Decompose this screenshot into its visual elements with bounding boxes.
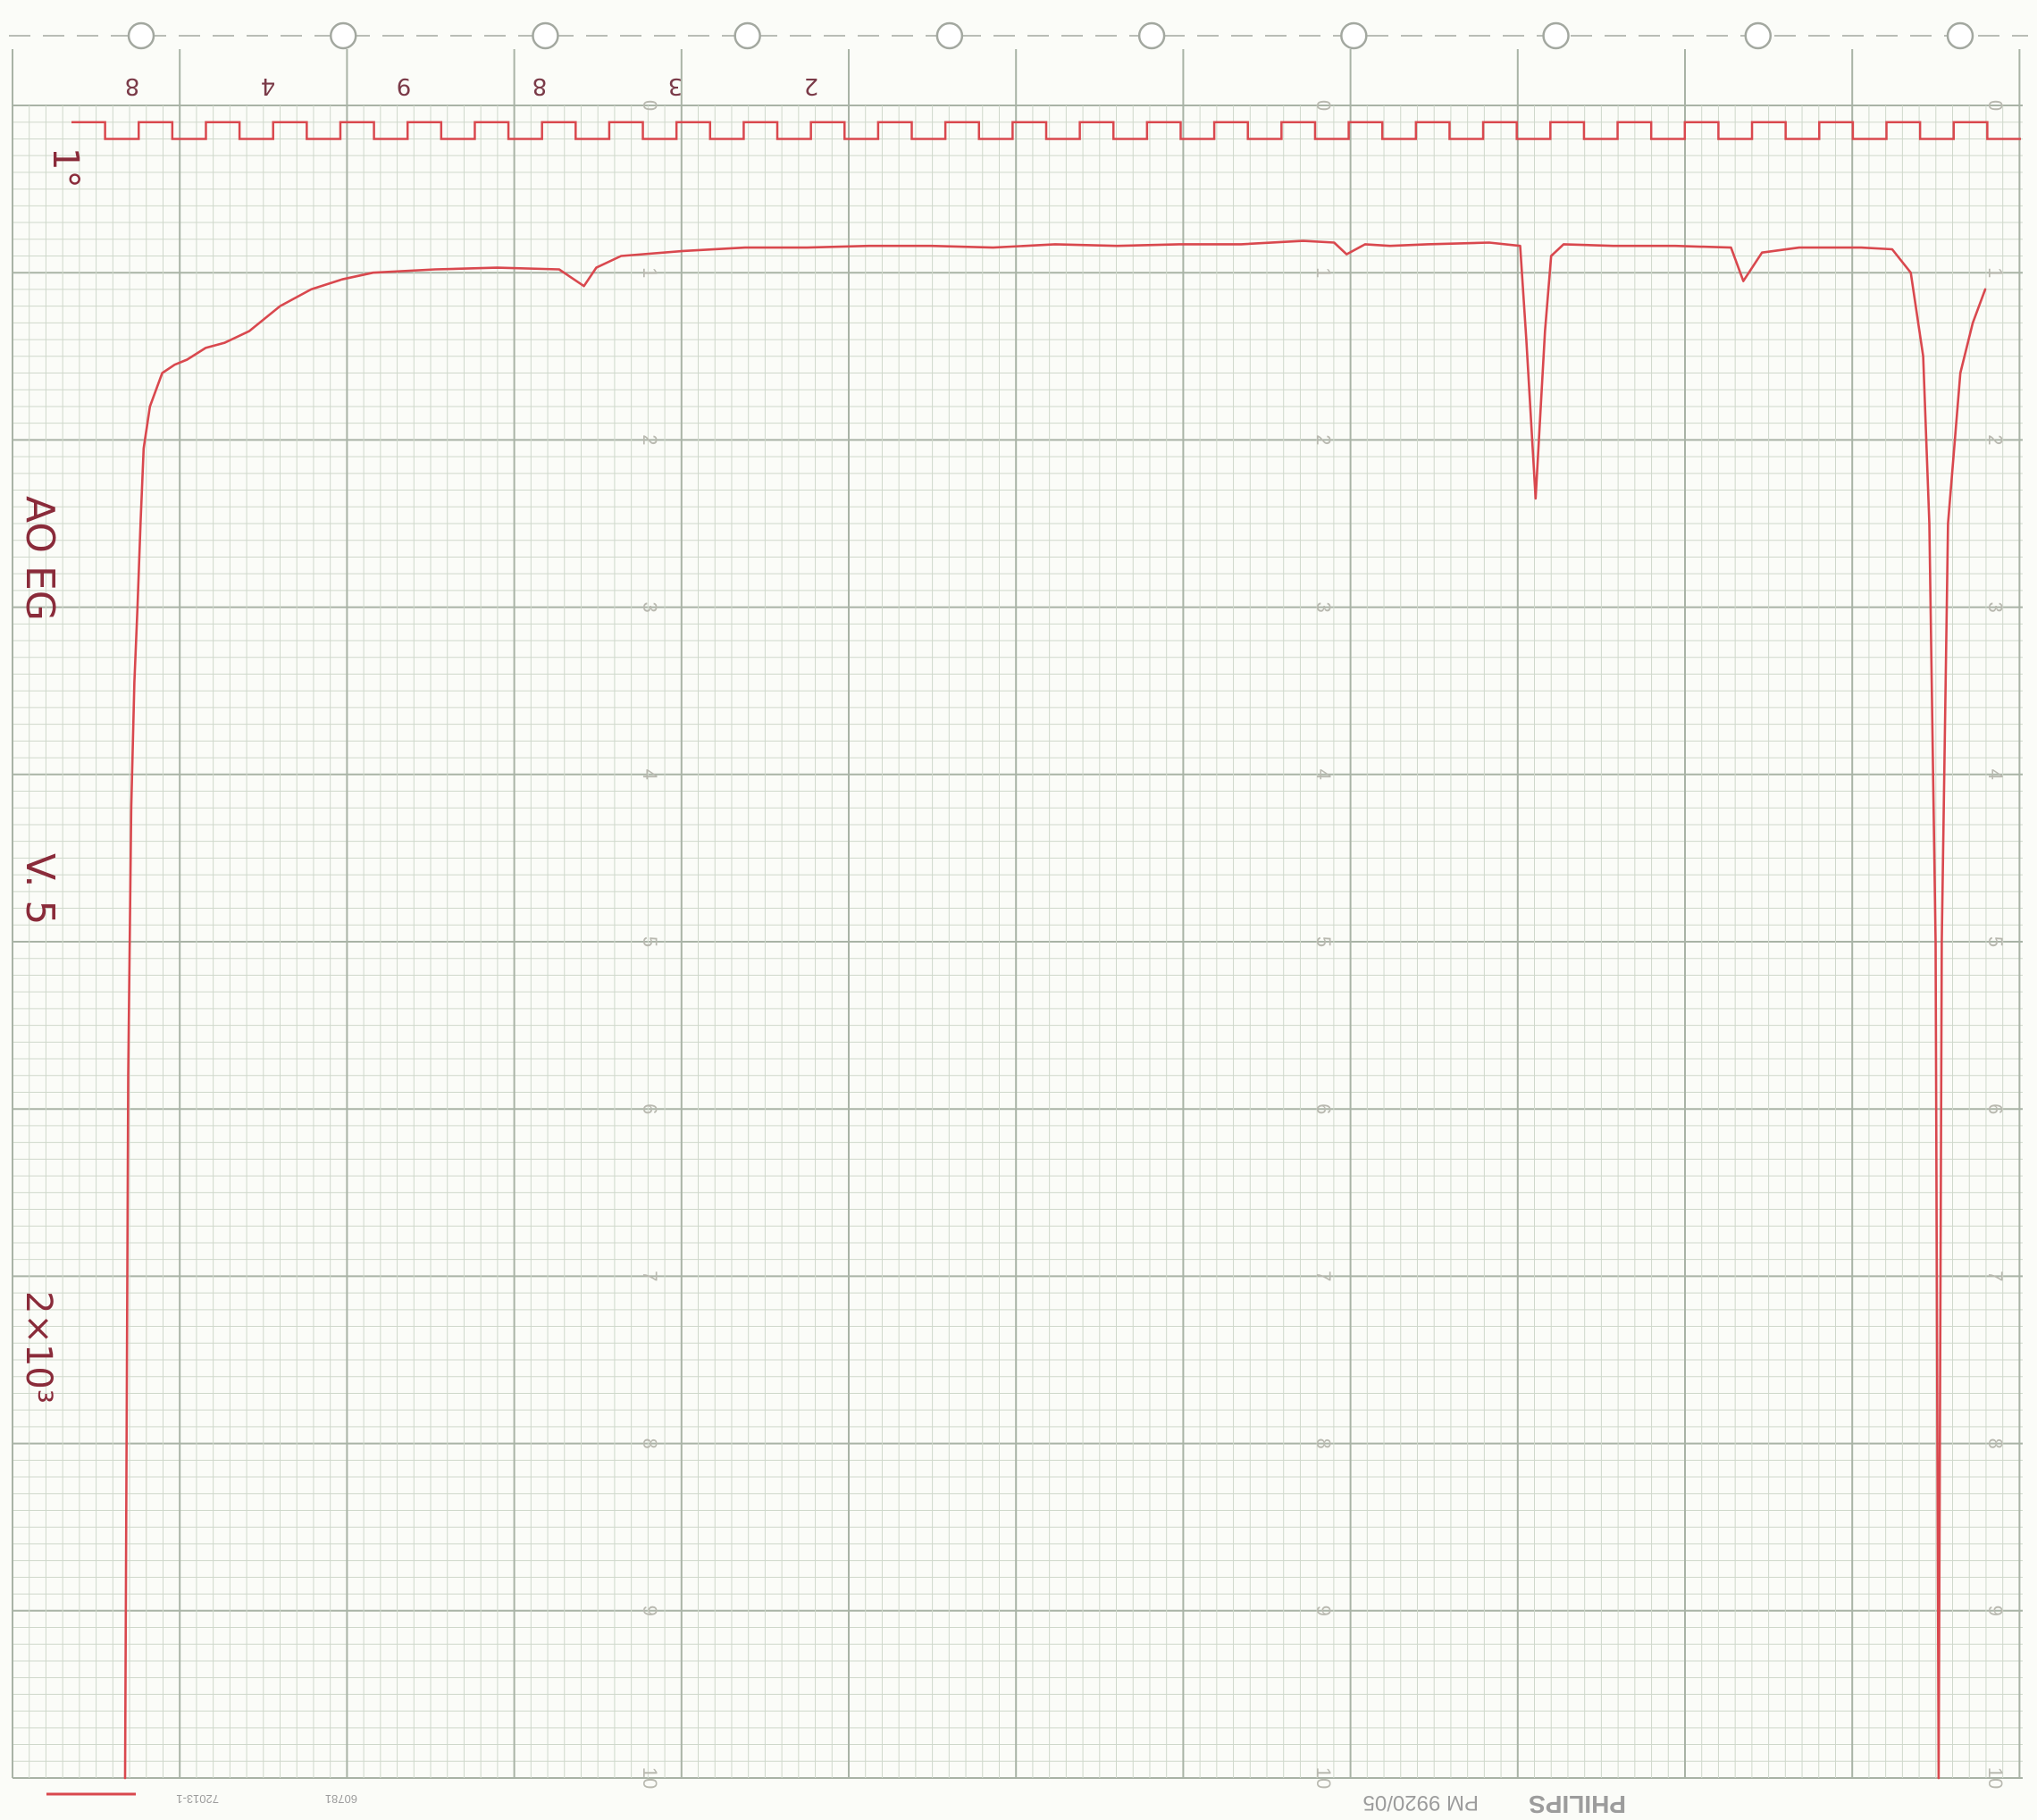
scale-label: 4	[639, 769, 661, 780]
scale-label: 6	[1984, 1103, 2007, 1114]
top-number: 8	[532, 72, 548, 99]
scale-label: 2	[1312, 434, 1335, 445]
scale-label: 7	[1312, 1271, 1335, 1281]
top-number: 8	[125, 72, 140, 99]
sprocket-hole	[733, 21, 761, 50]
series-line	[123, 239, 1987, 1780]
scale-label: 3	[639, 601, 661, 612]
sprocket-hole	[532, 21, 559, 50]
sprocket-hole	[329, 21, 357, 50]
timing-marker-line	[71, 121, 2021, 140]
scale-label: 5	[1312, 936, 1335, 947]
handwritten-label-2: V. 5	[17, 853, 63, 925]
scale-label: 0	[1312, 100, 1335, 111]
scale-label: 10	[1984, 1767, 2007, 1789]
sprocket-hole	[1340, 21, 1368, 50]
scale-label: 0	[639, 100, 661, 111]
top-number: 3	[668, 72, 683, 99]
top-number: 9	[397, 72, 412, 99]
scale-label: 9	[639, 1606, 661, 1616]
scale-label: 1	[1312, 267, 1335, 278]
footer-brand: PHILIPS	[1529, 1791, 1626, 1818]
scale-label: 1	[1984, 267, 2007, 278]
scale-label: 7	[639, 1271, 661, 1281]
scale-label: 4	[1312, 769, 1335, 780]
sprocket-hole	[935, 21, 964, 50]
scale-labels: 0 1 2 3 4 5 6 7 8 9 10 0 1 2 3 4 5 6 7 8 9 10 0 1 2 3 4 5 6 7 8 9 10	[639, 100, 2007, 1789]
handwritten-label-1: AO EG	[17, 496, 63, 621]
scale-label: 8	[1312, 1438, 1335, 1448]
scale-label: 2	[639, 434, 661, 445]
scale-label: 10	[639, 1767, 661, 1789]
sprocket-hole	[1137, 21, 1166, 50]
handwritten-marker: 1°	[45, 147, 86, 188]
footer-code-1: 72013-1	[176, 1792, 219, 1806]
signal-trace	[46, 239, 1987, 1796]
sprocket-hole	[1744, 21, 1773, 50]
scale-label: 10	[1312, 1767, 1335, 1789]
scale-label: 3	[1312, 601, 1335, 612]
timing-marker-trace	[71, 121, 2021, 140]
scale-label: 5	[639, 936, 661, 947]
scale-label: 1	[639, 267, 661, 278]
scale-label: 6	[639, 1103, 661, 1114]
scale-label: 9	[1984, 1606, 2007, 1616]
top-numbers: 8 4 9 8 3 2	[125, 72, 819, 99]
scale-label: 8	[1984, 1438, 2007, 1448]
footer-code-2: 60781	[325, 1792, 357, 1806]
top-number: 2	[804, 72, 819, 99]
scale-label: 3	[1984, 601, 2007, 612]
scale-label: 2	[1984, 434, 2007, 445]
scale-label: 8	[639, 1438, 661, 1448]
top-number: 4	[261, 72, 276, 99]
scale-label: 7	[1984, 1271, 2007, 1281]
scale-label: 9	[1312, 1606, 1335, 1616]
grid	[12, 49, 2023, 1779]
sprocket-hole	[127, 21, 155, 50]
scale-label: 5	[1984, 936, 2007, 947]
sprocket-hole	[1542, 21, 1570, 50]
scale-label: 0	[1984, 100, 2007, 111]
scale-label: 6	[1312, 1103, 1335, 1114]
scale-label: 4	[1984, 769, 2007, 780]
sprocket-hole	[1946, 21, 1974, 50]
footer-model: PM 9920/05	[1363, 1791, 1479, 1815]
handwritten-label-3: 2×10³	[18, 1291, 59, 1404]
sprocket-holes	[127, 21, 1974, 50]
